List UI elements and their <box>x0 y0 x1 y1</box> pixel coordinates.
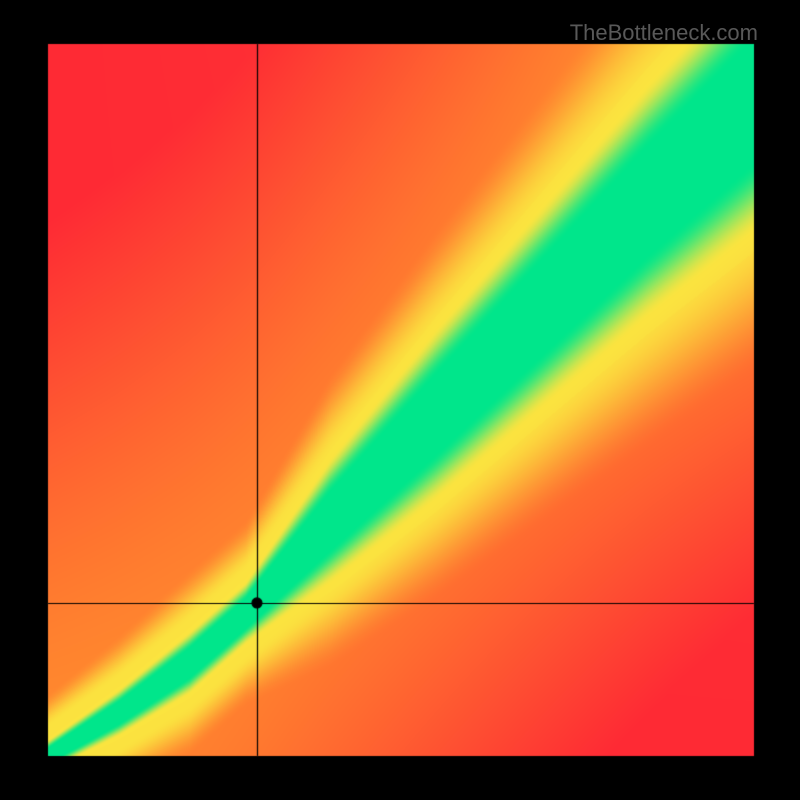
chart-stage: TheBottleneck.com <box>0 0 800 800</box>
watermark-text: TheBottleneck.com <box>570 20 758 46</box>
crosshair-canvas <box>0 0 800 800</box>
